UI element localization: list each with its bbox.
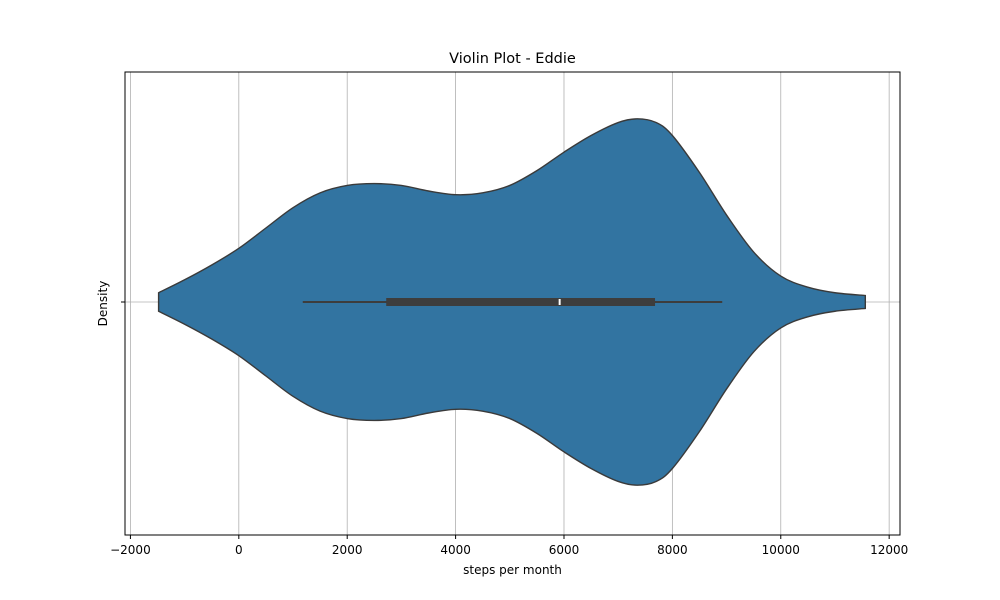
x-tick-label-4: 6000 <box>549 543 580 557</box>
x-axis-ticks: −2000 0 2000 4000 6000 8000 10000 12000 <box>110 535 908 557</box>
interquartile-box <box>386 298 656 306</box>
y-axis-label: Density <box>96 281 110 327</box>
x-tick-label-5: 8000 <box>657 543 688 557</box>
x-tick-label-1: 0 <box>235 543 243 557</box>
box-summary-group <box>302 298 723 306</box>
x-tick-label-6: 10000 <box>762 543 800 557</box>
plot-frame <box>124 71 901 536</box>
x-axis-label: steps per month <box>463 563 562 577</box>
chart-title: Violin Plot - Eddie <box>449 51 576 67</box>
x-tick-label-2: 2000 <box>332 543 363 557</box>
x-tick-label-7: 12000 <box>870 543 908 557</box>
x-tick-label-3: 4000 <box>440 543 471 557</box>
x-tick-label-0: −2000 <box>110 543 151 557</box>
